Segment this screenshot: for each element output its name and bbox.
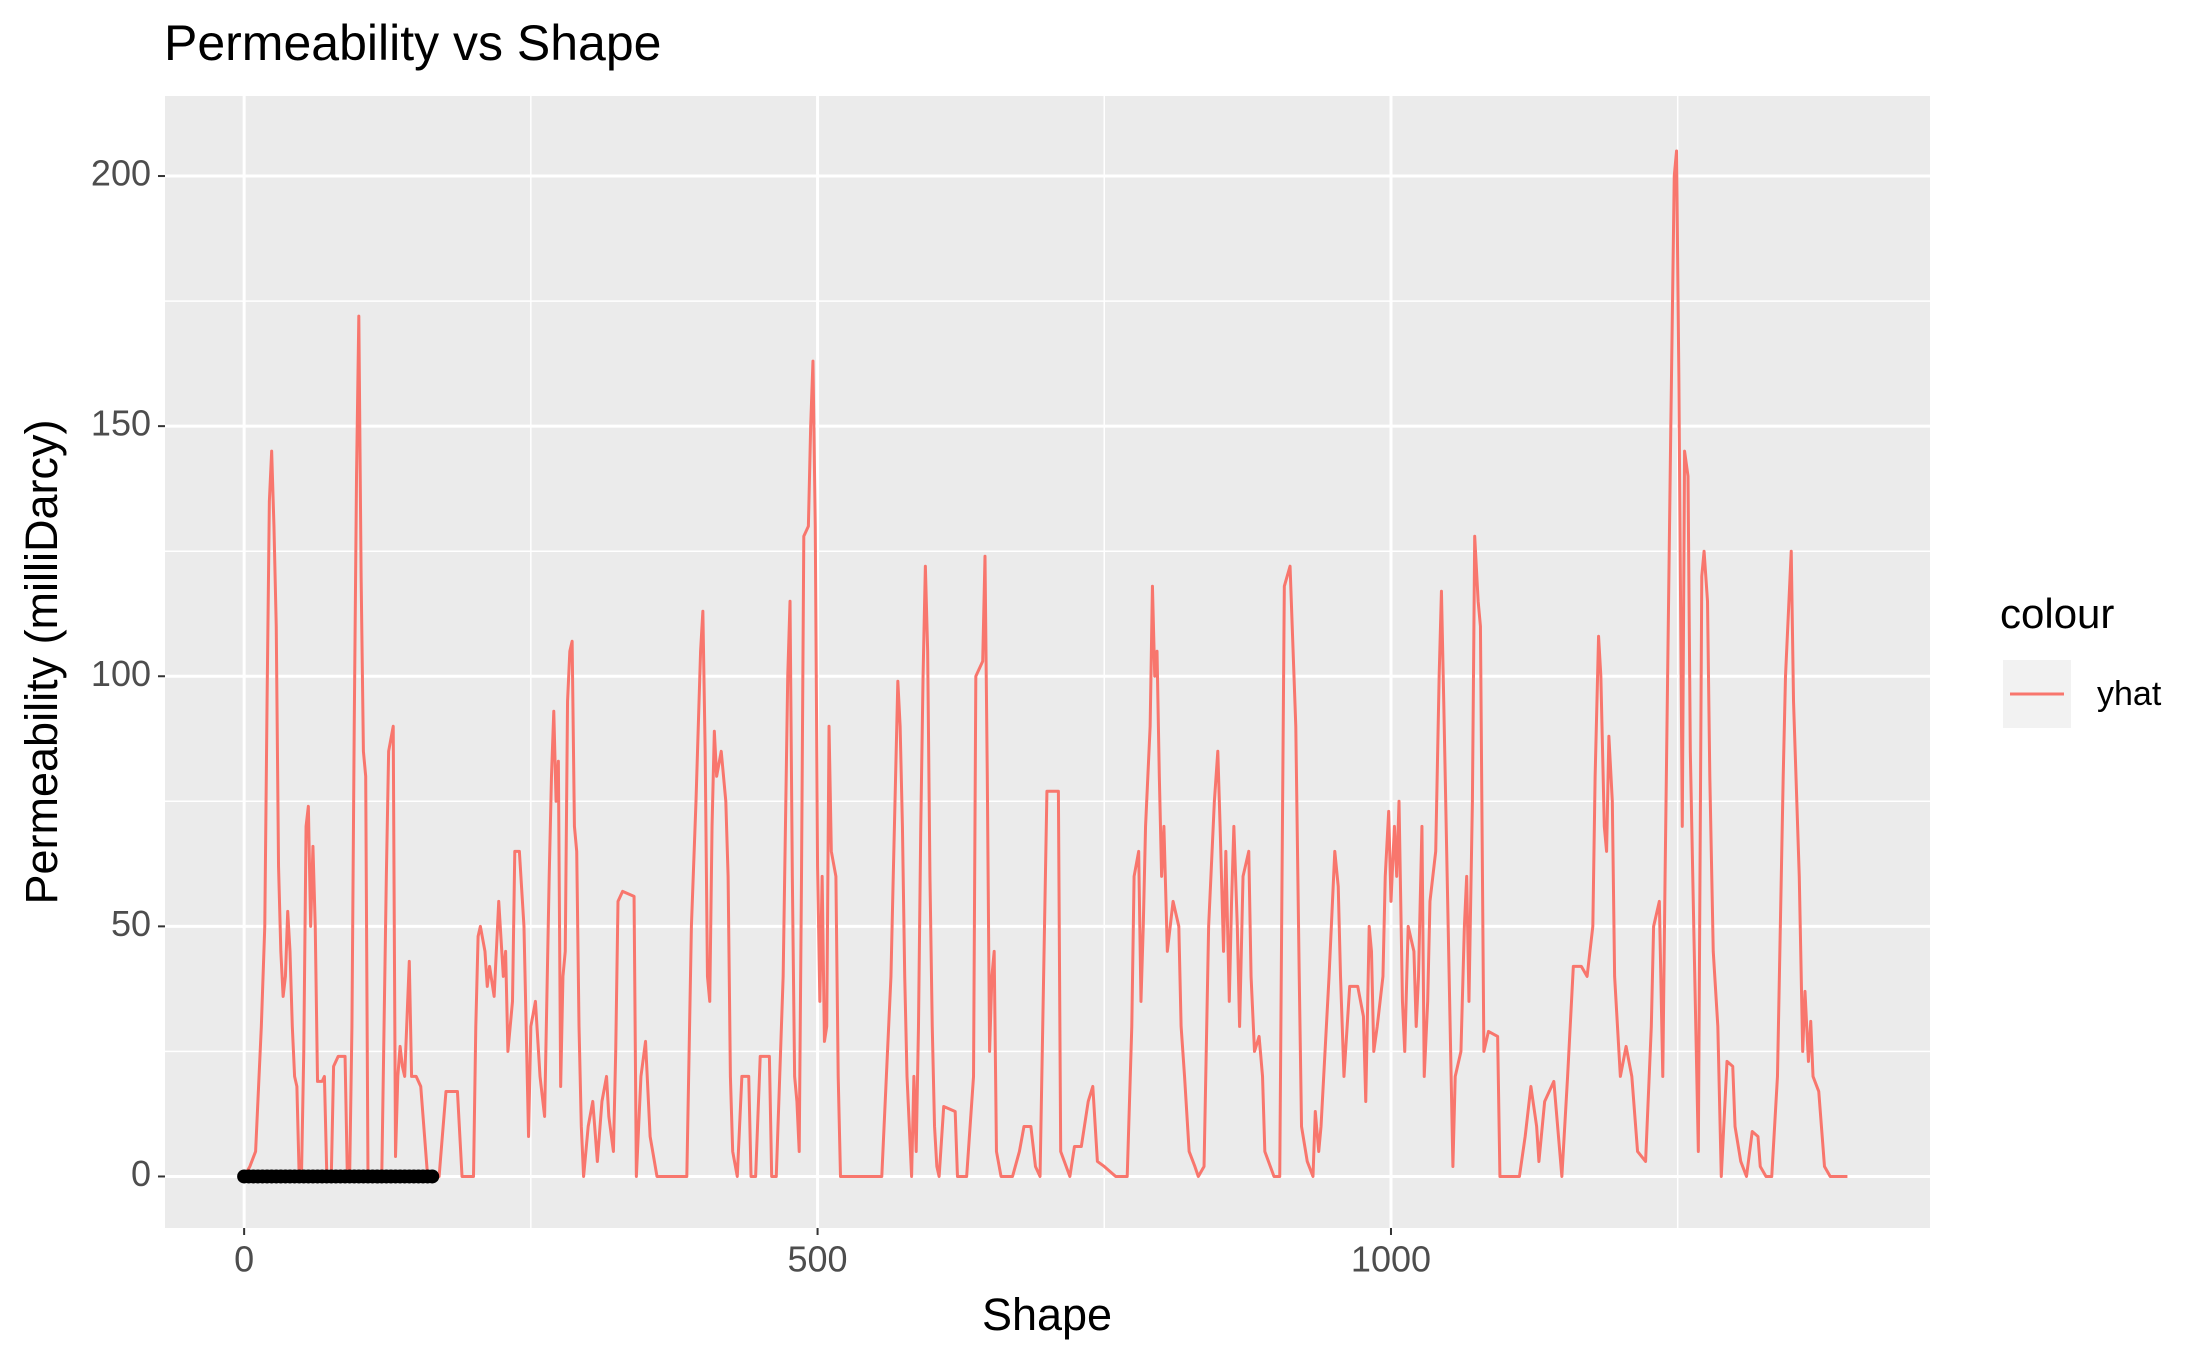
data-line (242, 149, 1848, 1178)
x-tick-label: 0 (234, 1239, 254, 1280)
plot-panel (165, 96, 1930, 1228)
x-axis-title: Shape (982, 1289, 1112, 1340)
chart-title: Permeability vs Shape (164, 15, 661, 71)
y-tick-label: 0 (131, 1153, 151, 1194)
y-tick-label: 50 (111, 903, 151, 944)
y-tick-label: 150 (91, 403, 151, 444)
data-point (425, 1169, 440, 1184)
legend-label: yhat (2097, 675, 2162, 713)
x-tick-label: 500 (788, 1239, 848, 1280)
y-tick-label: 200 (91, 153, 151, 194)
y-tick-label: 100 (91, 653, 151, 694)
y-axis-title: Permeability (milliDarcy) (16, 419, 67, 904)
x-tick-label: 1000 (1351, 1239, 1431, 1280)
legend-title: colour (2000, 590, 2114, 637)
